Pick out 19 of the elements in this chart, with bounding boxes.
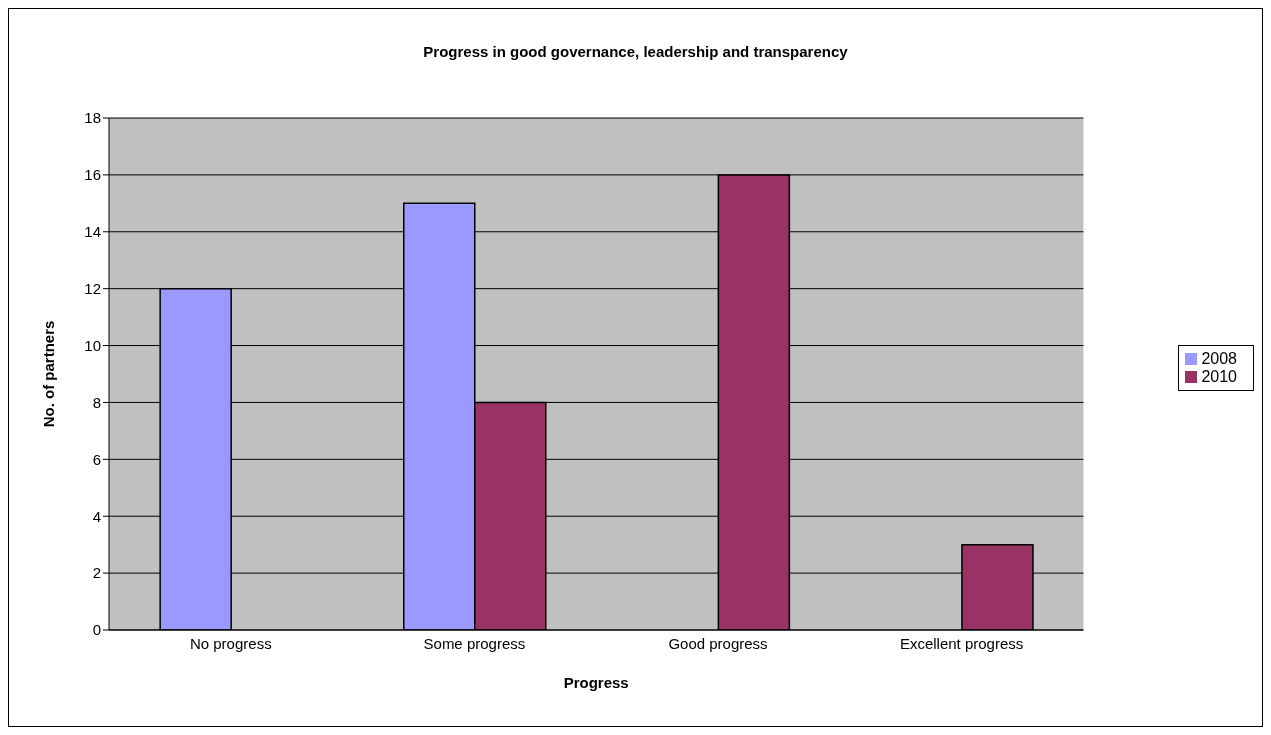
x-tick-label: Excellent progress [899, 634, 1024, 652]
legend-label: 2010 [1201, 367, 1237, 385]
y-tick-label: 6 [92, 450, 101, 468]
y-tick-label: 18 [84, 109, 101, 127]
y-tick-label: 10 [84, 336, 101, 354]
x-tick-label: No progress [189, 634, 272, 652]
y-tick-label: 12 [84, 279, 101, 297]
y-axis-title: No. of partners [40, 320, 58, 428]
y-tick-label: 16 [84, 166, 101, 184]
x-tick-label: Good progress [668, 634, 768, 652]
y-tick-label: 8 [92, 393, 101, 411]
y-tick-label: 4 [92, 507, 101, 525]
y-tick-label: 14 [84, 223, 101, 241]
chart-title: Progress in good governance, leadership and transparency [422, 43, 849, 60]
x-tick-label: Some progress [423, 634, 526, 652]
legend-label: 2008 [1201, 349, 1237, 367]
y-tick-label: 0 [92, 621, 101, 639]
x-axis-title: Progress [563, 674, 629, 691]
y-tick-label: 2 [92, 564, 101, 582]
